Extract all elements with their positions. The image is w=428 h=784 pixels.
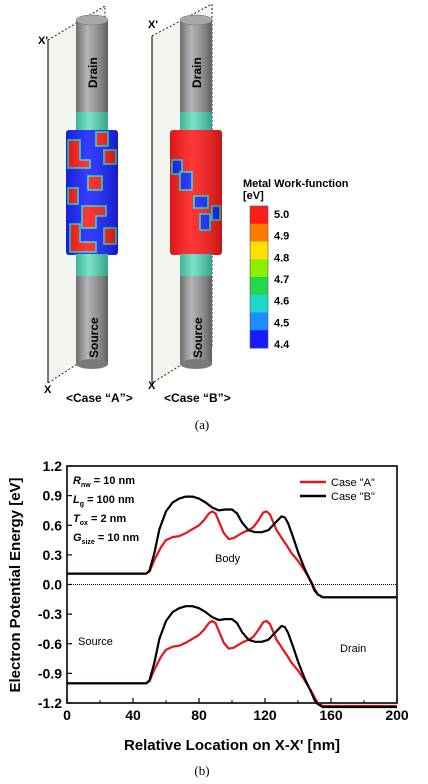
- colorbar: Metal Work-function [eV] 5.0 4.9 4.8 4.7 4.6…: [243, 178, 349, 351]
- colorbar-swatch: [250, 241, 268, 260]
- x-tick-label: 80: [191, 707, 207, 723]
- param-t-val: = 2 nm: [88, 513, 126, 525]
- colorbar-swatch: [250, 312, 268, 331]
- y-tick-label: -0.3: [38, 606, 62, 622]
- case-a-axis-top: X': [38, 35, 48, 47]
- param-l-sym: L: [73, 494, 80, 506]
- colorbar-title: Metal Work-function: [243, 178, 349, 190]
- legend-label-b: Case "B": [331, 491, 375, 503]
- region-label-source: Source: [78, 636, 113, 648]
- spacer-bottom-a: [76, 254, 108, 278]
- svg-text:Lg = 100 nm: Lg = 100 nm: [73, 494, 135, 508]
- case-a-axis-bottom: X: [44, 384, 52, 396]
- spacer-top-b: [180, 112, 212, 134]
- svg-text:Tox = 2 nm: Tox = 2 nm: [73, 513, 126, 527]
- colorbar-swatch: [250, 330, 268, 349]
- x-tick-label: 40: [125, 707, 141, 723]
- colorbar-tick-label: 4.8: [274, 252, 289, 264]
- source-label-b: Source: [191, 317, 205, 358]
- case-b-axis-top: X': [148, 19, 158, 31]
- series-line-case-b-conduction: [67, 495, 397, 599]
- y-tick-label: 0.6: [43, 517, 63, 533]
- legend-label-a: Case "A": [331, 477, 375, 489]
- colorbar-ticks: 5.0 4.9 4.8 4.7 4.6 4.5 4.4: [274, 209, 290, 351]
- param-r-sym: R: [73, 475, 81, 487]
- series-line-case-a-valence: [67, 619, 397, 708]
- parameter-block: Rnw = 10 nm Lg = 100 nm Tox = 2 nm Gsize…: [73, 475, 139, 546]
- colorbar-swatch: [250, 277, 268, 296]
- param-r-val: = 10 nm: [91, 475, 136, 487]
- y-tick-label: -1.2: [38, 695, 62, 711]
- colorbar-tick-label: 4.4: [274, 339, 290, 351]
- colorbar-swatch: [250, 259, 268, 278]
- chart: 0 40 80 120 160 200 1.2 0.9 0.6 0.3 0.0 -0.3 -0.6 -0…: [7, 458, 409, 754]
- param-r-sub: nw: [81, 482, 91, 489]
- drain-label-a: Drain: [86, 57, 100, 88]
- case-a-caption: <Case “A”>: [66, 391, 133, 405]
- gate-metal-b: [170, 130, 222, 255]
- param-g-sym: G: [73, 532, 82, 544]
- colorbar-tick-label: 4.5: [274, 317, 289, 329]
- param-l-sub: g: [80, 501, 84, 508]
- x-axis-label: Relative Location on X-X' [nm]: [124, 737, 340, 754]
- device-case-b: X' X Drain Source <Case “B”>: [148, 3, 231, 405]
- region-label-body: Body: [215, 553, 241, 565]
- colorbar-swatch: [250, 206, 268, 225]
- y-tick-label: 1.2: [43, 458, 63, 474]
- colorbar-tick-label: 4.9: [274, 231, 289, 243]
- x-tick-label: 0: [63, 707, 71, 723]
- x-tick-label: 160: [319, 707, 343, 723]
- colorbar-unit: [eV]: [243, 190, 264, 202]
- colorbar-swatches: [249, 205, 269, 349]
- colorbar-swatch: [250, 294, 268, 313]
- colorbar-border: [249, 205, 269, 349]
- param-t-sym: T: [73, 513, 81, 525]
- case-b-axis-bottom: X: [148, 380, 156, 392]
- param-g-val: = 10 nm: [95, 532, 140, 544]
- series-line-case-a-conduction: [67, 510, 397, 599]
- drain-electrode-a: [76, 20, 108, 118]
- legend: Case "A" Case "B": [300, 477, 375, 503]
- colorbar-swatch: [250, 223, 268, 242]
- param-t-sub: ox: [80, 520, 88, 527]
- svg-text:Rnw = 10 nm: Rnw = 10 nm: [73, 475, 135, 489]
- source-label-a: Source: [87, 317, 101, 358]
- y-tick-label: 0.0: [43, 577, 63, 593]
- panel-a-label: (a): [195, 417, 209, 432]
- colorbar-tick-label: 4.6: [274, 296, 289, 308]
- gate-metal-a: [66, 130, 118, 255]
- y-tick-label: 0.9: [43, 488, 63, 504]
- source-electrode-b: [180, 276, 212, 364]
- colorbar-tick-label: 4.7: [274, 274, 289, 286]
- spacer-top-a: [76, 112, 108, 134]
- y-ticks: 1.2 0.9 0.6 0.3 0.0 -0.3 -0.6 -0.9 -1.2: [38, 458, 72, 711]
- x-tick-label: 200: [385, 707, 409, 723]
- spacer-bottom-b: [180, 254, 212, 278]
- drain-label-b: Drain: [190, 57, 204, 88]
- x-ticks: 0 40 80 120 160 200: [63, 698, 409, 723]
- param-g-sub: size: [82, 539, 95, 546]
- series-line-case-b-valence: [67, 605, 397, 709]
- colorbar-tick-label: 5.0: [274, 209, 289, 221]
- y-axis-label: Electron Potential Energy [eV]: [7, 477, 24, 692]
- y-tick-label: 0.3: [43, 547, 63, 563]
- series-lines: [67, 495, 397, 709]
- device-case-a: X' X Drain Source <Case “A”>: [38, 5, 133, 405]
- svg-text:Gsize = 10 nm: Gsize = 10 nm: [73, 532, 139, 546]
- param-l-val: = 100 nm: [84, 494, 135, 506]
- y-tick-label: -0.9: [38, 665, 62, 681]
- region-label-drain: Drain: [340, 643, 366, 655]
- drain-electrode-b: [180, 20, 212, 118]
- panel-b-label: (b): [194, 763, 209, 778]
- x-tick-label: 120: [253, 707, 277, 723]
- case-b-caption: <Case “B”>: [164, 391, 231, 405]
- y-tick-label: -0.6: [38, 636, 62, 652]
- source-electrode-a: [76, 276, 108, 364]
